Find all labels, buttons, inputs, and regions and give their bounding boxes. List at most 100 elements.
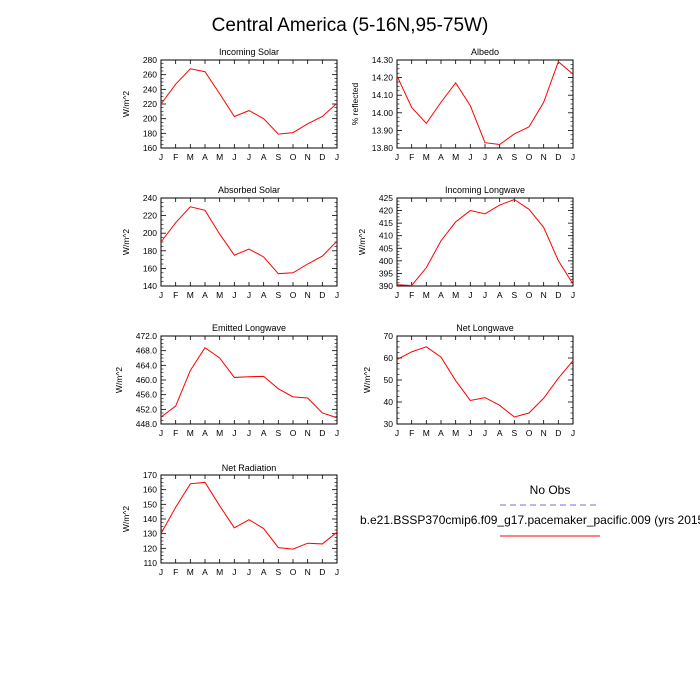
x-tick-label: N [305,428,311,438]
y-tick-label: 13.80 [372,143,394,153]
y-tick-label: 160 [143,485,157,495]
plot-frame [396,335,574,425]
y-axis-label: W/m^2 [121,229,131,255]
x-tick-label: S [511,428,517,438]
y-tick-label: 452.0 [136,404,158,414]
x-tick-label: A [497,152,503,162]
y-tick-label: 420 [379,206,393,216]
x-tick-label: O [290,152,297,162]
x-tick-label: J [159,290,163,300]
panel-emitted-longwave: Emitted Longwave W/m^2 J F M A M J J A S O N D J448.… [114,323,339,438]
legend-obs-label: No Obs [530,483,571,497]
x-tick-label: S [275,152,281,162]
x-tick-label: A [261,567,267,577]
y-axis-label: W/m^2 [114,367,124,393]
x-tick-label: D [319,428,325,438]
y-tick-label: 425 [379,193,393,203]
x-tick-label: J [335,152,339,162]
y-tick-label: 14.10 [372,90,394,100]
y-tick-label: 405 [379,243,393,253]
x-tick-label: O [526,152,533,162]
y-tick-label: 260 [143,70,157,80]
x-tick-label: A [497,428,503,438]
y-tick-label: 390 [379,281,393,291]
y-tick-label: 170 [143,470,157,480]
y-tick-label: 280 [143,55,157,65]
series-line-model [160,481,338,550]
y-tick-label: 220 [143,99,157,109]
y-tick-label: 400 [379,256,393,266]
y-tick-label: 448.0 [136,419,158,429]
x-tick-label: A [438,152,444,162]
figure-title: Central America (5-16N,95-75W) [212,15,489,36]
x-tick-label: J [395,290,399,300]
panel-net-longwave: Net Longwave W/m^2 J F M A M J J A S O N D J30405060… [362,323,575,438]
x-tick-label: J [483,152,487,162]
panel-title: Absorbed Solar [218,185,280,195]
x-tick-label: F [173,428,178,438]
x-tick-label: J [468,428,472,438]
y-tick-label: 460.0 [136,375,158,385]
panel-title: Incoming Solar [219,47,279,57]
panel-title: Net Radiation [222,463,277,473]
y-tick-label: 160 [143,263,157,273]
x-tick-label: J [247,428,251,438]
x-tick-label: M [452,290,459,300]
x-tick-label: A [438,290,444,300]
series-line-model [160,68,338,135]
x-tick-label: D [319,567,325,577]
x-tick-label: N [305,290,311,300]
panel-title: Net Longwave [456,323,514,333]
x-tick-label: D [319,290,325,300]
y-tick-label: 30 [384,419,394,429]
y-tick-label: 415 [379,218,393,228]
y-axis-label: % reflected [350,82,360,125]
y-tick-label: 472.0 [136,331,158,341]
y-tick-label: 140 [143,514,157,524]
x-tick-label: J [571,152,575,162]
x-tick-label: J [247,152,251,162]
panel-title: Emitted Longwave [212,323,286,333]
plot-frame [396,59,574,149]
y-tick-label: 200 [143,228,157,238]
x-tick-label: D [555,152,561,162]
series-line-model [396,60,574,145]
x-tick-label: A [497,290,503,300]
x-tick-label: A [438,428,444,438]
panel-albedo: Albedo % reflected J F M A M J J A S O N D J13.8013.… [350,47,575,162]
plot-frame [160,335,338,425]
x-tick-label: M [216,290,223,300]
x-tick-label: J [571,290,575,300]
x-tick-label: M [216,428,223,438]
x-tick-label: F [173,567,178,577]
y-tick-label: 180 [143,128,157,138]
y-tick-label: 464.0 [136,360,158,370]
plot-frame [160,197,338,287]
y-tick-label: 120 [143,543,157,553]
x-tick-label: J [468,152,472,162]
y-tick-label: 50 [384,375,394,385]
x-tick-label: M [216,567,223,577]
x-tick-label: D [555,428,561,438]
x-tick-label: O [290,428,297,438]
x-tick-label: M [423,152,430,162]
x-tick-label: M [187,567,194,577]
x-tick-label: J [232,567,236,577]
series-line-model [160,206,338,275]
x-tick-label: J [395,152,399,162]
x-tick-label: J [247,290,251,300]
x-tick-label: F [173,152,178,162]
x-tick-label: M [452,152,459,162]
y-tick-label: 140 [143,281,157,291]
y-tick-label: 160 [143,143,157,153]
y-tick-label: 110 [143,558,157,568]
y-tick-label: 60 [384,353,394,363]
y-tick-label: 456.0 [136,390,158,400]
x-tick-label: A [202,152,208,162]
x-tick-label: J [232,290,236,300]
panel-incoming-longwave: Incoming Longwave W/m^2 J F M A M J J A S O N D J390… [357,185,575,300]
x-tick-label: A [261,428,267,438]
y-tick-label: 13.90 [372,125,394,135]
x-tick-label: J [232,152,236,162]
